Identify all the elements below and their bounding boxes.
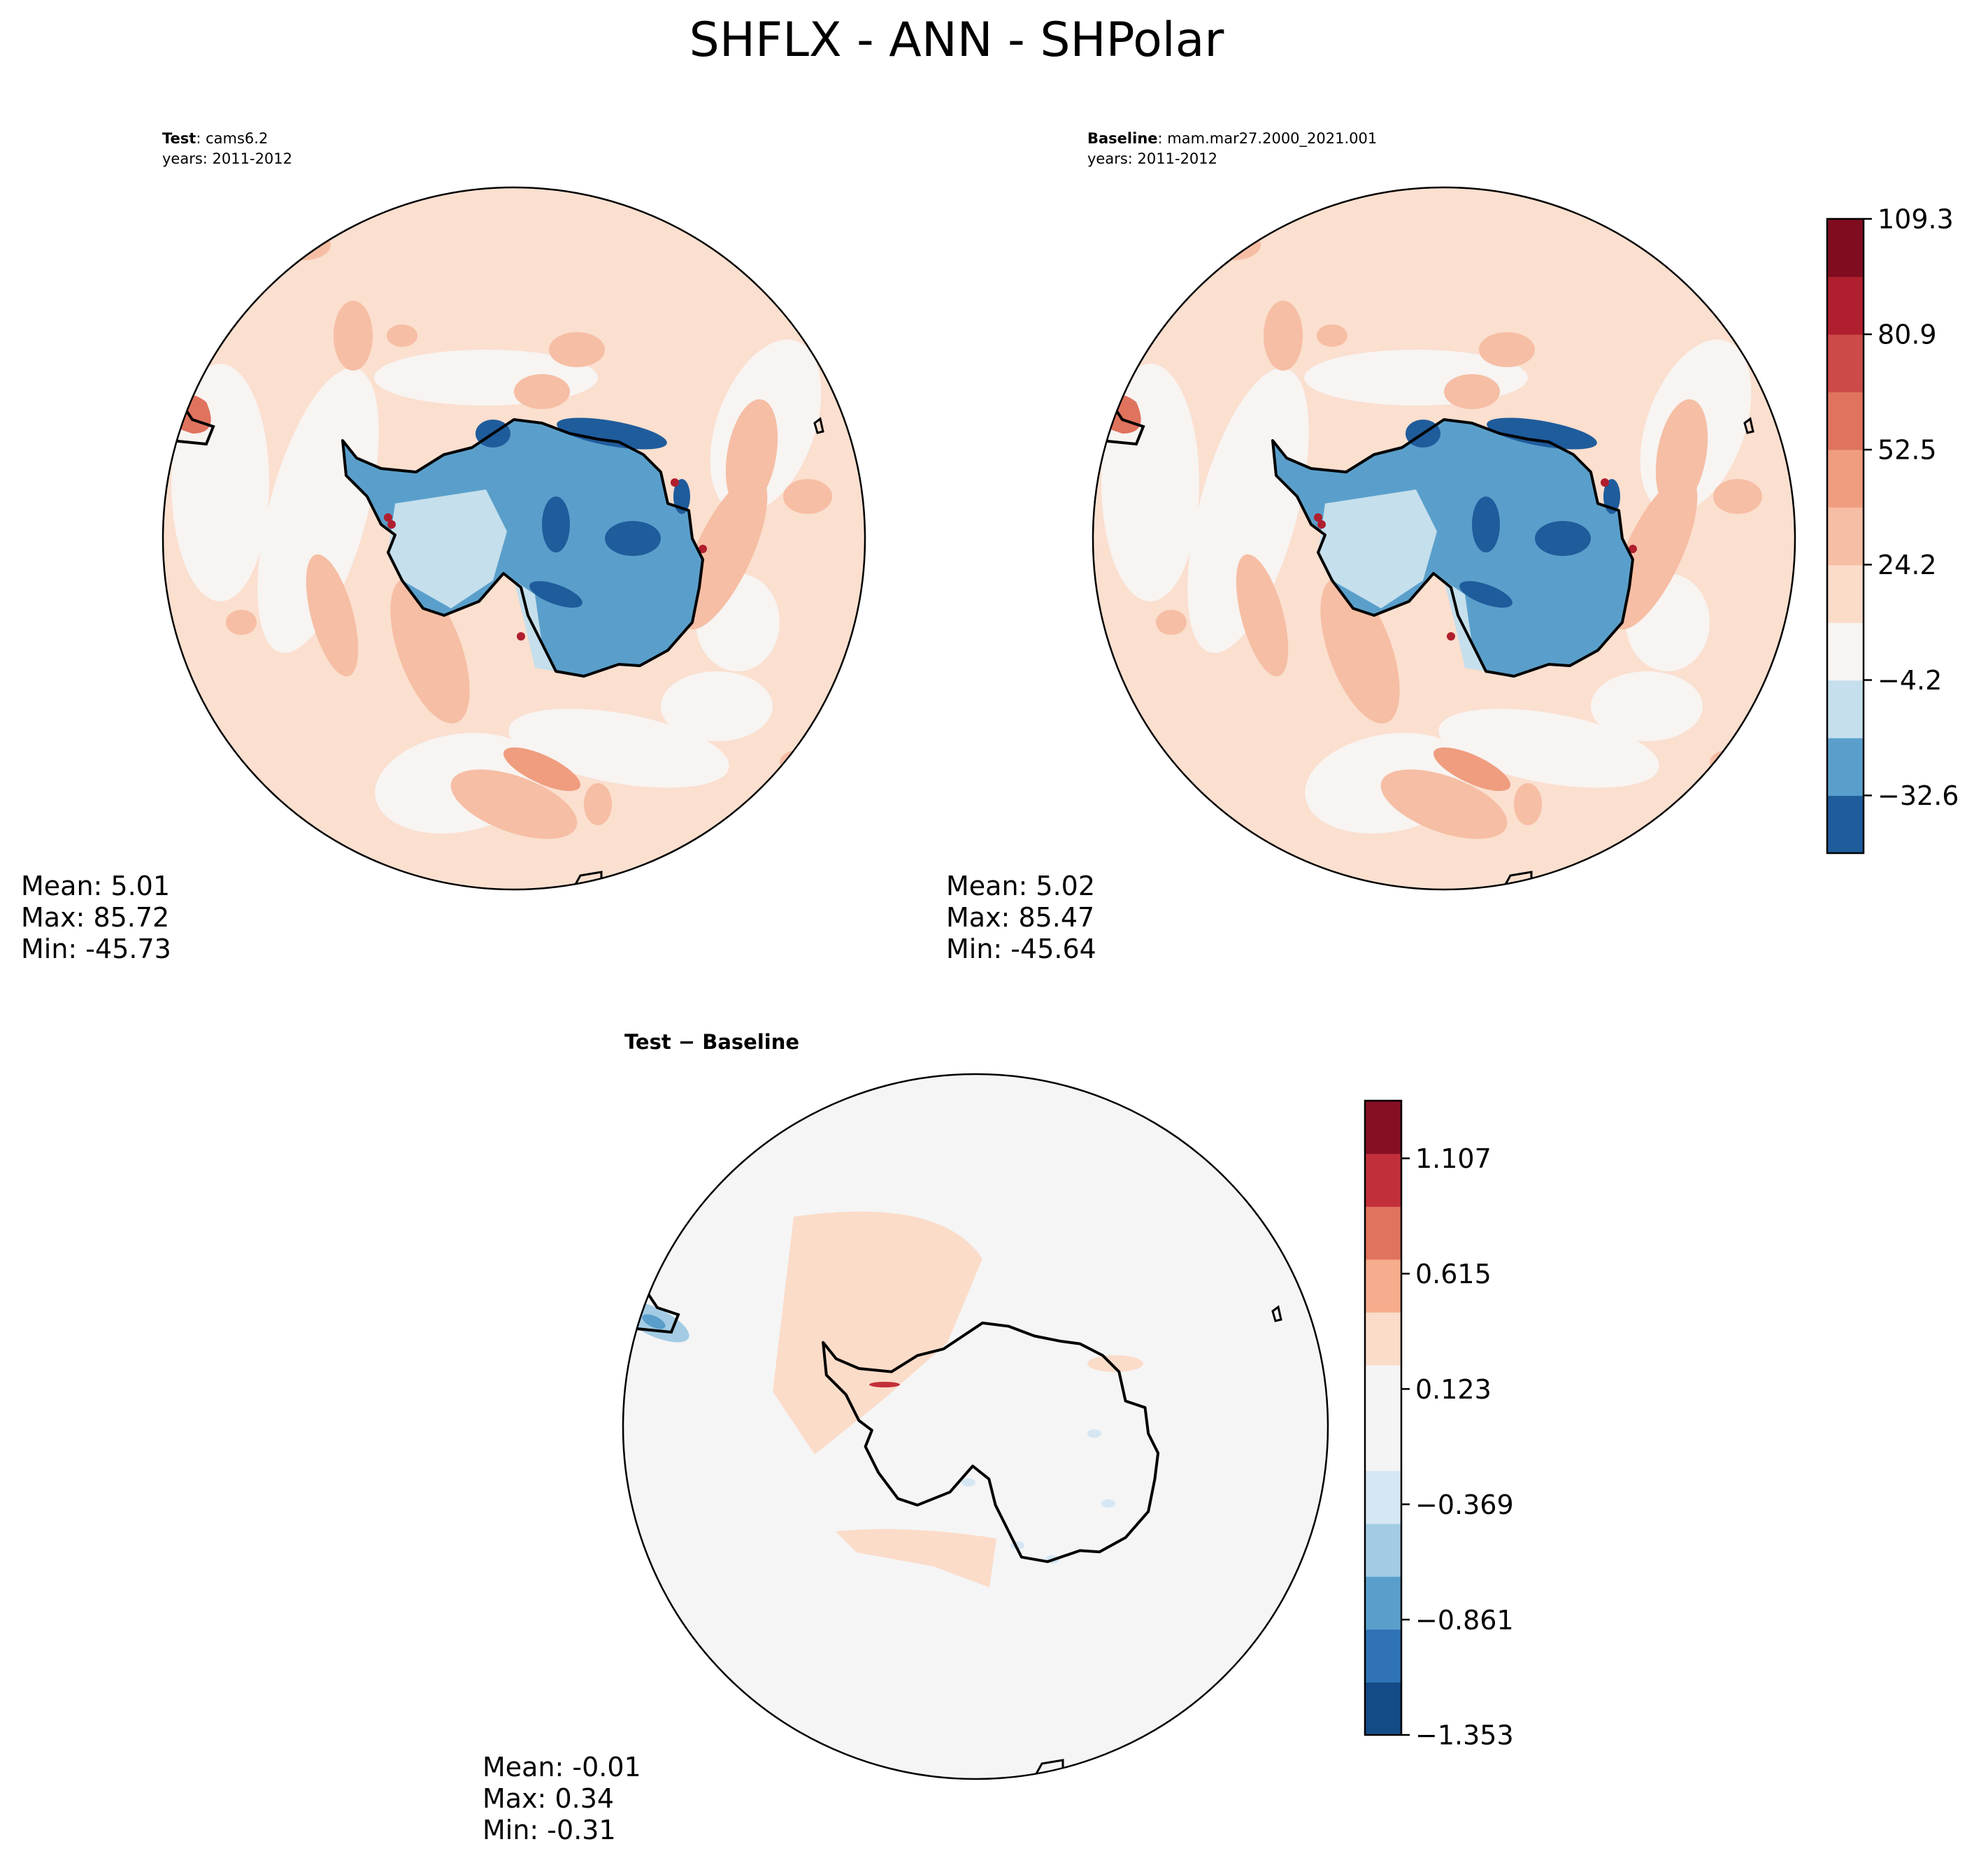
cbar-diff-segment: [1365, 1364, 1401, 1419]
cbar-main-segment: [1827, 334, 1864, 392]
cbar-main-tick-label: −4.2: [1878, 665, 1942, 696]
cbar-diff-segment: [1365, 1101, 1401, 1155]
cbar-diff-tick-label: −1.353: [1415, 1720, 1514, 1751]
cbar-diff-tick-label: 1.107: [1415, 1143, 1492, 1174]
cbar-main-segment: [1827, 276, 1864, 335]
cbar-main-segment: [1827, 449, 1864, 508]
baseline-mean: Mean: 5.02: [946, 871, 1095, 901]
diff-title: Test − Baseline: [624, 1030, 799, 1054]
cbar-diff-frame: [1364, 1099, 1403, 1736]
cbar-diff-tick-label: 0.123: [1415, 1374, 1492, 1405]
baseline-map-boundary: [1092, 186, 1796, 891]
svg-text:Baseline: mam.mar27.2000_2021.: Baseline: mam.mar27.2000_2021.001: [1087, 130, 1377, 148]
cbar-main-segment: [1827, 219, 1864, 278]
baseline-label: Baseline: [1087, 130, 1158, 147]
panel-baseline: Baseline: mam.mar27.2000_2021.001 years:…: [946, 130, 1796, 964]
test-case: cams6.2: [206, 130, 268, 147]
baseline-case: mam.mar27.2000_2021.001: [1167, 130, 1377, 148]
cbar-diff-segment: [1365, 1471, 1401, 1524]
diff-mean: Mean: -0.01: [482, 1752, 641, 1782]
cbar-main-segment: [1827, 507, 1864, 566]
baseline-min: Min: -45.64: [946, 934, 1096, 964]
test-mean: Mean: 5.01: [21, 871, 170, 901]
cbar-main-tick-label: 109.3: [1878, 204, 1954, 235]
cbar-diff-segment: [1365, 1523, 1401, 1577]
diff-min: Min: -0.31: [482, 1815, 616, 1845]
cbar-diff-tick-label: 0.615: [1415, 1259, 1492, 1289]
cbar-diff-segment: [1365, 1576, 1401, 1630]
diff-map-boundary: [622, 1073, 1329, 1780]
cbar-diff-segment: [1365, 1629, 1401, 1683]
cbar-main-segment: [1827, 795, 1864, 854]
cbar-diff-tick-label: −0.369: [1415, 1489, 1514, 1520]
cbar-main-segment: [1827, 622, 1864, 681]
cbar-main-tick-label: 52.5: [1878, 435, 1937, 466]
diff-max: Max: 0.34: [482, 1783, 614, 1814]
test-label: Test: [162, 130, 196, 147]
cbar-main-tick-label: 80.9: [1878, 320, 1937, 350]
test-years: years: 2011-2012: [162, 150, 292, 167]
cbar-main-segment: [1827, 564, 1864, 623]
diff-map: [623, 1074, 1328, 1779]
test-max: Max: 85.72: [21, 902, 169, 933]
cbar-main-segment: [1827, 392, 1864, 450]
figure-title: SHFLX - ANN - SHPolar: [689, 13, 1224, 68]
cbar-main-frame: [1826, 217, 1865, 855]
cbar-diff-segment: [1365, 1312, 1401, 1366]
test-min: Min: -45.73: [21, 934, 171, 964]
svg-text:Test: cams6.2: Test: cams6.2: [162, 130, 268, 147]
cbar-diff-segment: [1365, 1259, 1401, 1313]
cbar-diff-segment: [1365, 1206, 1401, 1260]
panel-diff: Test − Baseline Mean: -0.01 Max: 0.34 Mi…: [482, 1030, 1329, 1845]
test-map: [163, 187, 865, 889]
colorbar-main: 109.3 80.9 52.5 24.2 −4.2 −32.6: [1826, 204, 1959, 855]
cbar-diff-segment: [1365, 1153, 1401, 1207]
baseline-years: years: 2011-2012: [1087, 150, 1217, 167]
cbar-main-tick-label: 24.2: [1878, 550, 1937, 580]
baseline-max: Max: 85.47: [946, 902, 1094, 933]
cbar-diff-segment: [1365, 1417, 1401, 1471]
cbar-main-segment: [1827, 680, 1864, 738]
test-map-boundary: [162, 186, 866, 891]
baseline-map: [1093, 187, 1795, 889]
cbar-diff-tick-label: −0.861: [1415, 1605, 1514, 1636]
cbar-main-segment: [1827, 738, 1864, 796]
colorbar-diff: 1.107 0.615 0.123 −0.369 −0.861 −1.353: [1364, 1099, 1514, 1751]
cbar-diff-segment: [1365, 1682, 1401, 1736]
panel-test: Test: cams6.2 years: 2011-2012 Mean: 5.0…: [21, 130, 866, 964]
cbar-main-tick-label: −32.6: [1878, 780, 1959, 811]
